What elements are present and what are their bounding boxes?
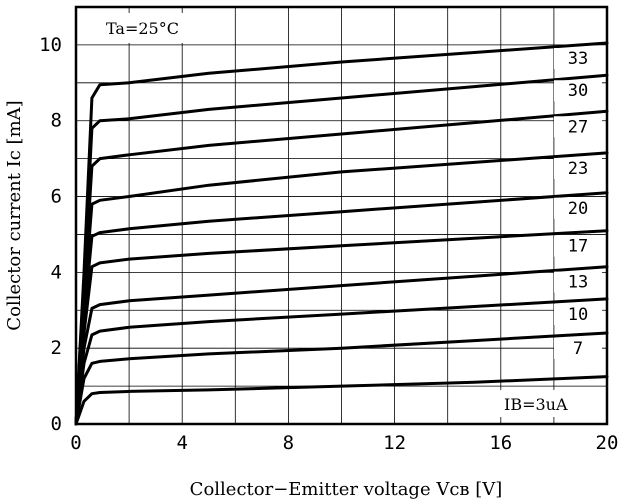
x-tick-label: 4 <box>176 432 187 454</box>
x-tick-label: 0 <box>70 432 81 454</box>
y-axis-title: Collector current Ic [mA] <box>4 100 25 330</box>
curve-label: 33 <box>568 49 588 69</box>
curve-label: 10 <box>568 305 588 325</box>
curve-label-box <box>554 338 602 360</box>
x-axis-title: Collector−Emitter voltage Vcʙ [V] <box>190 479 503 500</box>
y-tick-label: 0 <box>51 413 62 435</box>
curve-label-box <box>554 197 602 219</box>
curve-ib-7 <box>74 331 609 426</box>
curve-label: 27 <box>568 117 588 137</box>
curve-label-box <box>554 80 602 102</box>
condition-box <box>82 13 210 43</box>
grid <box>76 7 607 424</box>
curve-label-box <box>554 48 602 70</box>
curve-ib-3 <box>74 375 609 426</box>
y-tick-label: 2 <box>51 337 62 359</box>
curve-label-box <box>554 116 602 138</box>
curve-label: 17 <box>568 237 588 257</box>
base-current-value: =3uA <box>522 395 568 414</box>
curve-label: 23 <box>568 159 588 179</box>
curve-label: 30 <box>568 81 588 101</box>
x-tick-label: 20 <box>596 432 619 454</box>
plot-frame <box>74 5 609 426</box>
label-boxes: 33 30 27 23 20 17 13 10 7 <box>554 48 602 360</box>
ticks: 0 4 8 12 16 20 0 2 4 6 8 10 <box>39 34 618 454</box>
y-tick-label: 10 <box>39 34 62 56</box>
x-tick-label: 16 <box>489 432 512 454</box>
base-current-prefix: IB <box>504 395 522 414</box>
curve-ib-17 <box>74 229 609 426</box>
curve-label: 7 <box>573 339 583 359</box>
curve-ib-13 <box>74 265 609 426</box>
x-tick-label: 8 <box>283 432 294 454</box>
curve-ib-10 <box>74 297 609 426</box>
curve-label-box <box>554 235 602 257</box>
x-tick-label: 12 <box>383 432 406 454</box>
curve-ib-27 <box>74 109 609 426</box>
curve-label: 13 <box>568 273 588 293</box>
curve-label: 20 <box>568 199 588 219</box>
curve-ib-20 <box>74 191 609 426</box>
y-tick-label: 6 <box>51 186 62 208</box>
curve-label-box <box>554 303 602 325</box>
base-current-box <box>499 390 603 417</box>
condition-label: Ta=25°C <box>106 19 179 38</box>
curves <box>74 41 609 426</box>
curve-ib-23 <box>74 151 609 426</box>
y-tick-label: 4 <box>51 261 62 283</box>
curve-label-box <box>554 271 602 293</box>
base-current-label: IB=3uA <box>504 395 568 414</box>
curve-label-box <box>554 157 602 179</box>
y-tick-label: 8 <box>51 110 62 132</box>
